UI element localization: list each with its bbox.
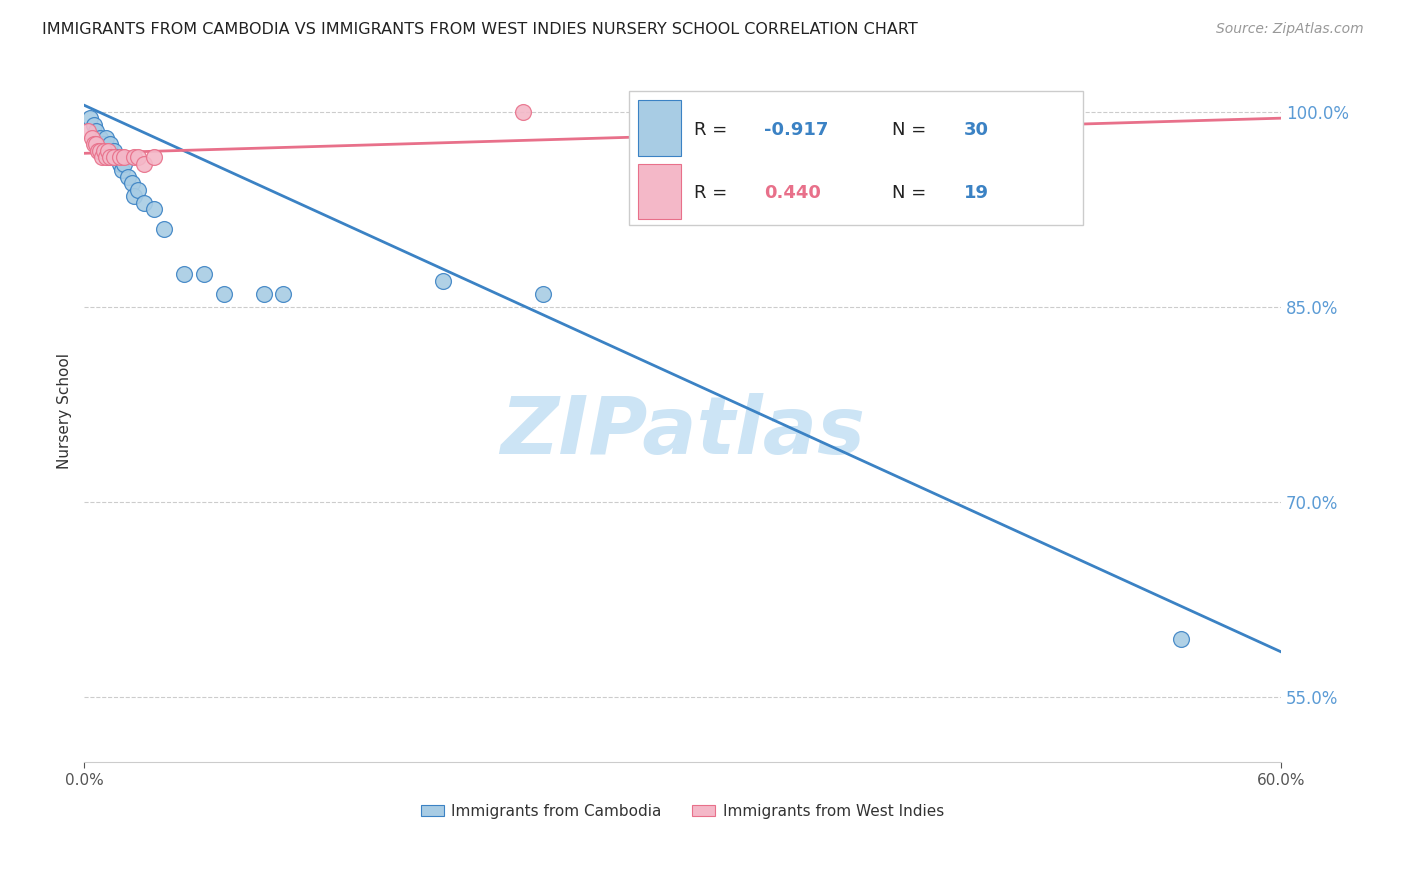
Point bbox=[122, 189, 145, 203]
Point bbox=[103, 150, 125, 164]
Point bbox=[80, 130, 103, 145]
Point bbox=[111, 163, 134, 178]
Point bbox=[273, 286, 295, 301]
Point bbox=[94, 150, 117, 164]
Point bbox=[87, 144, 110, 158]
Point bbox=[108, 157, 131, 171]
FancyBboxPatch shape bbox=[628, 91, 1084, 225]
Point bbox=[98, 150, 121, 164]
Point bbox=[107, 150, 129, 164]
Point bbox=[91, 137, 114, 152]
Point bbox=[83, 137, 105, 152]
Point bbox=[432, 274, 454, 288]
Point bbox=[173, 268, 195, 282]
Text: N =: N = bbox=[891, 184, 932, 202]
Point bbox=[77, 124, 100, 138]
Text: IMMIGRANTS FROM CAMBODIA VS IMMIGRANTS FROM WEST INDIES NURSERY SCHOOL CORRELATI: IMMIGRANTS FROM CAMBODIA VS IMMIGRANTS F… bbox=[42, 22, 918, 37]
Point bbox=[152, 222, 174, 236]
Point bbox=[91, 150, 114, 164]
Point bbox=[252, 286, 274, 301]
Point bbox=[531, 286, 554, 301]
Point bbox=[83, 118, 105, 132]
Point bbox=[98, 137, 121, 152]
Legend: Immigrants from Cambodia, Immigrants from West Indies: Immigrants from Cambodia, Immigrants fro… bbox=[415, 797, 950, 825]
Point bbox=[112, 150, 135, 164]
Point bbox=[512, 104, 534, 119]
Text: R =: R = bbox=[695, 121, 734, 139]
Point bbox=[108, 150, 131, 164]
Point bbox=[93, 144, 115, 158]
Point bbox=[127, 150, 149, 164]
Point bbox=[104, 150, 127, 164]
Point bbox=[121, 176, 143, 190]
Point bbox=[103, 144, 125, 158]
Point bbox=[132, 195, 155, 210]
Text: -0.917: -0.917 bbox=[763, 121, 828, 139]
Text: R =: R = bbox=[695, 184, 734, 202]
FancyBboxPatch shape bbox=[638, 163, 682, 219]
Text: 19: 19 bbox=[963, 184, 988, 202]
Point bbox=[127, 183, 149, 197]
Point bbox=[84, 137, 107, 152]
Point bbox=[93, 137, 115, 152]
Text: 30: 30 bbox=[963, 121, 988, 139]
Point bbox=[94, 130, 117, 145]
Text: N =: N = bbox=[891, 121, 932, 139]
Point bbox=[142, 202, 165, 217]
Point bbox=[84, 124, 107, 138]
Text: Source: ZipAtlas.com: Source: ZipAtlas.com bbox=[1216, 22, 1364, 37]
Point bbox=[112, 157, 135, 171]
Point bbox=[132, 157, 155, 171]
Point bbox=[89, 130, 111, 145]
Point bbox=[142, 150, 165, 164]
Text: ZIPatlas: ZIPatlas bbox=[501, 393, 865, 471]
Point bbox=[1170, 632, 1192, 646]
Point bbox=[97, 150, 120, 164]
FancyBboxPatch shape bbox=[638, 101, 682, 156]
Y-axis label: Nursery School: Nursery School bbox=[58, 353, 72, 469]
Point bbox=[122, 150, 145, 164]
Point bbox=[193, 268, 215, 282]
Point bbox=[97, 144, 120, 158]
Point bbox=[212, 286, 235, 301]
Text: 0.440: 0.440 bbox=[763, 184, 821, 202]
Point bbox=[79, 111, 101, 125]
Point bbox=[117, 169, 139, 184]
Point bbox=[89, 144, 111, 158]
